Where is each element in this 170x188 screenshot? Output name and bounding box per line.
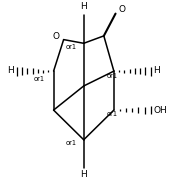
Text: H: H [7,66,14,75]
Text: O: O [52,32,60,41]
Text: or1: or1 [65,44,76,50]
Text: or1: or1 [106,73,117,79]
Text: H: H [80,170,87,179]
Text: or1: or1 [33,76,44,82]
Text: or1: or1 [65,139,76,146]
Text: O: O [118,5,125,14]
Text: H: H [153,66,160,75]
Text: H: H [80,2,87,11]
Text: or1: or1 [106,111,117,117]
Text: OH: OH [153,106,167,114]
